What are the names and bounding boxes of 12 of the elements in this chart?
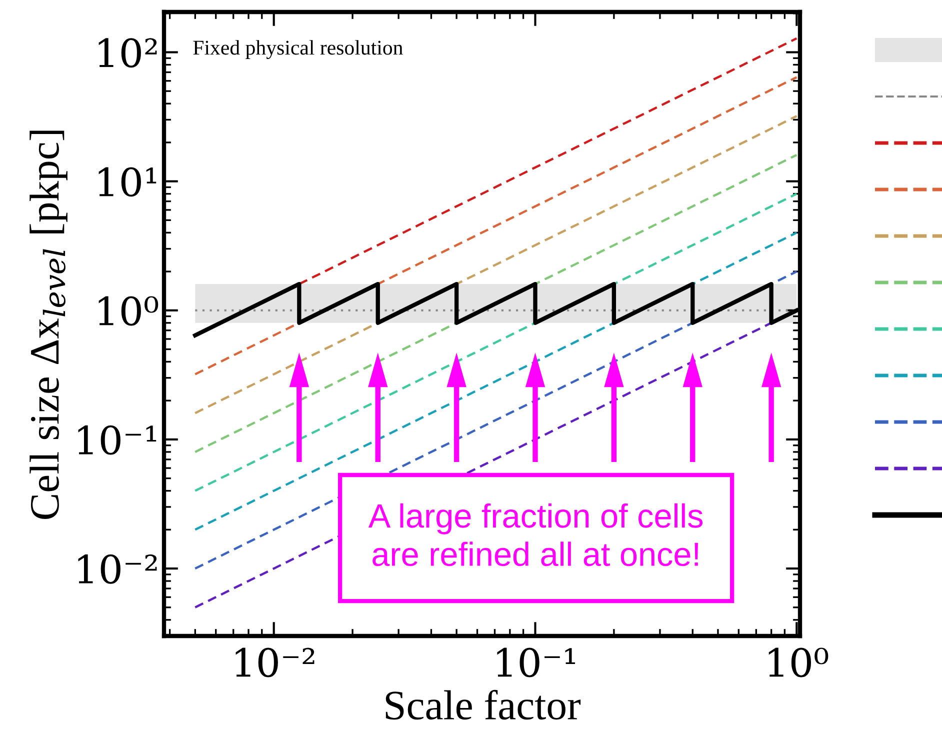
- x-axis-title: Scale factor: [386, 690, 581, 720]
- x-tick-label: 10⁻¹: [497, 648, 576, 678]
- y-tick-label: 10⁻¹: [78, 425, 156, 455]
- y-tick-label: 10⁰: [98, 296, 158, 326]
- x-tick-label: 10⁻²: [236, 648, 314, 678]
- x-tick-label: 10⁰: [768, 648, 828, 678]
- y-tick-label: 10⁻²: [78, 554, 157, 584]
- y-tick-label: 10²: [98, 38, 157, 68]
- y-tick-label: 10¹: [98, 167, 156, 197]
- annotation: Fixed physical resolution: [193, 40, 403, 60]
- annotation: A large fraction of cells are refined all at once!: [368, 503, 703, 566]
- y-axis-title: Cell size Δx$_{level}$ [pkpc]: [30, 130, 68, 519]
